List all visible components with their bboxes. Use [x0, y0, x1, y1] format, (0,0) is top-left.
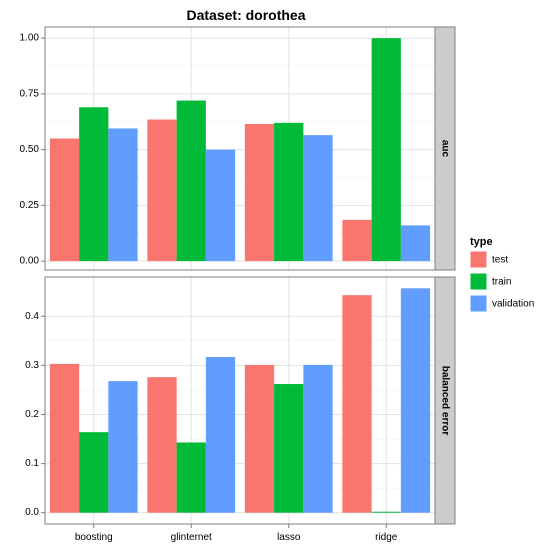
y-tick-label-0-0: 0.00	[20, 256, 40, 267]
y-tick-label-1-3: 0.3	[25, 360, 39, 371]
bar-auc-train-ridge	[371, 38, 401, 262]
bar-auc-test-ridge	[342, 219, 372, 262]
bar-balanced-error-test-boosting	[49, 363, 80, 513]
y-tick-label-1-0: 0.0	[25, 507, 39, 518]
bar-auc-validation-ridge	[400, 225, 431, 262]
bar-balanced-error-train-boosting	[79, 432, 109, 513]
legend-key-train	[469, 272, 488, 291]
legend: type test train validation	[469, 236, 534, 313]
bar-balanced-error-train-lasso	[274, 384, 304, 513]
bar-balanced-error-validation-lasso	[303, 364, 333, 513]
y-tick-label-0-4: 1.00	[20, 33, 40, 44]
x-tick-label-2: lasso	[277, 532, 301, 543]
bar-auc-validation-lasso	[303, 135, 333, 262]
legend-key-validation	[469, 294, 488, 313]
bar-auc-validation-boosting	[108, 128, 138, 262]
bar-balanced-error-validation-glinternet	[205, 357, 236, 513]
y-tick-label-0-2: 0.50	[20, 144, 40, 155]
bar-auc-test-lasso	[244, 123, 275, 262]
x-tick-label-3: ridge	[375, 532, 398, 543]
bar-balanced-error-validation-ridge	[400, 288, 431, 513]
bar-balanced-error-test-lasso	[244, 364, 275, 513]
facet-label-0: auc	[440, 140, 451, 158]
x-tick-label-0: boosting	[75, 532, 113, 543]
legend-label-validation: validation	[492, 299, 534, 310]
bar-auc-test-glinternet	[147, 119, 177, 262]
legend-key-test	[469, 250, 488, 269]
bar-auc-train-glinternet	[176, 100, 206, 262]
bar-auc-train-boosting	[79, 107, 109, 262]
y-tick-label-1-4: 0.4	[25, 311, 39, 322]
bar-auc-test-boosting	[49, 138, 80, 262]
bar-balanced-error-train-ridge	[371, 511, 401, 513]
facet-label-1: balanced error	[440, 366, 451, 436]
x-tick-label-1: glinternet	[171, 532, 212, 543]
y-tick-label-1-1: 0.1	[25, 458, 39, 469]
y-tick-label-0-1: 0.25	[20, 200, 40, 211]
facet-strip-0	[434, 26, 456, 271]
bar-balanced-error-train-glinternet	[176, 442, 206, 513]
y-tick-label-0-3: 0.75	[20, 88, 40, 99]
bar-balanced-error-validation-boosting	[108, 381, 138, 513]
facet-strip-1	[434, 276, 456, 525]
bar-auc-validation-glinternet	[205, 149, 236, 262]
bar-balanced-error-test-ridge	[342, 295, 372, 513]
legend-title: type	[470, 236, 493, 248]
chart-title: Dataset: dorothea	[186, 7, 305, 23]
bar-balanced-error-test-glinternet	[147, 377, 177, 513]
y-tick-label-1-2: 0.2	[25, 409, 39, 420]
legend-label-train: train	[492, 277, 511, 288]
plot-layer: auc 0.00 0.25 0.50 0.75 1.00 balanced error 0.0…	[20, 26, 456, 543]
legend-label-test: test	[492, 255, 508, 266]
bar-auc-train-lasso	[274, 122, 304, 262]
